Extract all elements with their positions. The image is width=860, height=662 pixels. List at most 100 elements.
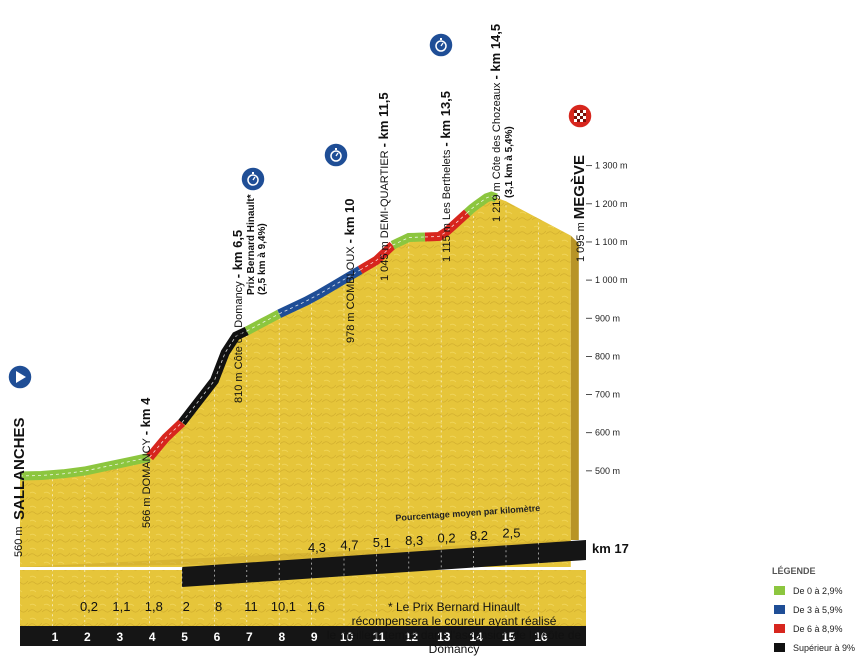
finish-checker (574, 119, 577, 122)
gradient-label: 2,5 (502, 526, 520, 541)
finish-checker (574, 110, 577, 113)
stopwatch-hand (252, 176, 256, 181)
legend-item: De 3 à 5,9% (758, 600, 858, 619)
legend-label: De 0 à 2,9% (793, 585, 843, 596)
waypoint-label: 1 115 m Les Berthelets - km 13,5 (438, 91, 453, 262)
finish-checker (583, 110, 586, 113)
y-tick-label: 700 m (595, 390, 620, 400)
stopwatch-hand (440, 42, 444, 47)
waypoint-note: (3,1 km à 5,4%) (504, 126, 515, 198)
km-tick-label: 2 (84, 630, 91, 644)
waypoint-label-part: Côte de Domancy (233, 278, 245, 369)
km-tick-label: 3 (116, 630, 123, 644)
climb-segment-dash (149, 422, 183, 458)
footnote: * Le Prix Bernard Hinault récompensera l… (320, 600, 588, 656)
waypoint-label: 1 045 m DEMI-QUARTIER - km 11,5 (376, 92, 391, 281)
climb-segment-dash (181, 330, 247, 423)
waypoint-label-part: - km 11,5 (376, 92, 391, 147)
finish-label-part: MEGÈVE (571, 155, 588, 219)
gradient-label: 2 (183, 599, 190, 614)
km-end-label: km 17 (592, 541, 629, 556)
gradient-label: 4,3 (308, 540, 326, 555)
climb-segment-dash (424, 212, 468, 238)
climb-segment-dash (19, 456, 150, 477)
start-altitude-label: 560 m (13, 526, 25, 557)
gradient-label: 0,2 (438, 530, 456, 545)
finish-checker (580, 110, 583, 113)
finish-flag-icon (567, 103, 593, 129)
start-icon (7, 364, 33, 390)
y-tick-label: 500 m (595, 466, 620, 476)
waypoint-label-part: 978 m (345, 309, 357, 343)
waypoint-note-part: (3,1 km à 5,4%) (504, 126, 515, 198)
y-tick-label: 1 200 m (595, 199, 628, 209)
legend-item: De 6 à 8,9% (758, 619, 858, 638)
stopwatch-crown (440, 38, 442, 40)
legend-swatch (774, 586, 785, 595)
y-tick-label: 1 100 m (595, 237, 628, 247)
stopwatch-face (435, 40, 447, 52)
gradient-label: 1,6 (307, 599, 325, 614)
waypoint-label-part: 810 m (233, 369, 245, 403)
stopwatch-icon (428, 32, 454, 58)
waypoint-label-part: 566 m (141, 494, 153, 528)
y-tick-label: 900 m (595, 313, 620, 323)
waypoint-label-part: 1 219 m (491, 179, 503, 222)
terrain-area (20, 195, 571, 567)
waypoint-label: 566 m DOMANCY - km 4 (138, 397, 153, 528)
gradient-label: 0,2 (80, 599, 98, 614)
start-altitude-label-part: 560 m (13, 526, 25, 557)
finish-checker (583, 119, 586, 122)
footnote-line: * Le Prix Bernard Hinault (387, 600, 521, 614)
waypoint-label-part: 1 115 m (441, 220, 453, 262)
legend: LÉGENDE De 0 à 2,9% De 3 à 5,9% De 6 à 8… (758, 566, 858, 657)
finish-checker (574, 113, 577, 116)
gradient-label: 5,1 (373, 535, 391, 550)
km-tick-label: 8 (278, 630, 285, 644)
waypoint-note-part: (2,5 km à 9,4%) (257, 223, 268, 295)
legend-swatch (774, 643, 785, 652)
finish-checker (583, 113, 586, 116)
waypoint-label-part: COMBLOUX (345, 243, 357, 309)
waypoint-label-part: Côte des Chozeaux (491, 80, 503, 180)
gradient-label: 10,1 (271, 599, 296, 614)
waypoint-label-part: DEMI-QUARTIER (379, 147, 391, 238)
stopwatch-face (330, 150, 342, 162)
upper-base-band (182, 540, 586, 587)
km-tick-label: 13 (437, 630, 451, 644)
km-tick-label: 12 (405, 630, 419, 644)
footnote-line: récompensera le coureur ayant réalisé (351, 614, 557, 628)
start-name: SALLANCHES (11, 417, 28, 520)
stopwatch-icon (240, 166, 266, 192)
waypoint-label-part: - km 14,5 (488, 24, 503, 80)
waypoint-label-part: - km 13,5 (438, 91, 453, 147)
stopwatch-crown (335, 148, 337, 150)
finish-checker (577, 116, 580, 119)
stopwatch-hand (335, 152, 339, 157)
finish-checker (574, 116, 577, 119)
km-tick-label: 5 (181, 630, 188, 644)
stopwatch-crown (252, 172, 254, 174)
gradient-label: 8,3 (405, 533, 423, 548)
y-tick-label: 1 300 m (595, 161, 628, 171)
waypoint-label-part: - km 6,5 (230, 230, 245, 278)
km-tick-label: 1 (52, 630, 59, 644)
waypoint-note: (2,5 km à 9,4%) (257, 223, 268, 295)
gradient-label: 8,2 (470, 528, 488, 543)
y-tick-label: 600 m (595, 428, 620, 438)
finish-label-part: 1 095 m (575, 219, 587, 262)
waypoint-label-part: - km 4 (138, 397, 153, 435)
waypoint-label: 1 219 m Côte des Chozeaux - km 14,5 (488, 24, 503, 222)
front-face (20, 570, 586, 626)
climb-segment-dash (246, 313, 280, 332)
km-tick-label: 15 (502, 630, 516, 644)
km-tick-label: 11 (373, 630, 386, 644)
start-icon-arrow (16, 371, 26, 383)
waypoint-note: Prix Bernard Hinault* (246, 194, 257, 295)
legend-title: LÉGENDE (772, 566, 816, 576)
stopwatch-face (247, 174, 259, 186)
legend-label: De 6 à 8,9% (793, 623, 843, 634)
finish-label: 1 095 m MEGÈVE (571, 155, 588, 262)
